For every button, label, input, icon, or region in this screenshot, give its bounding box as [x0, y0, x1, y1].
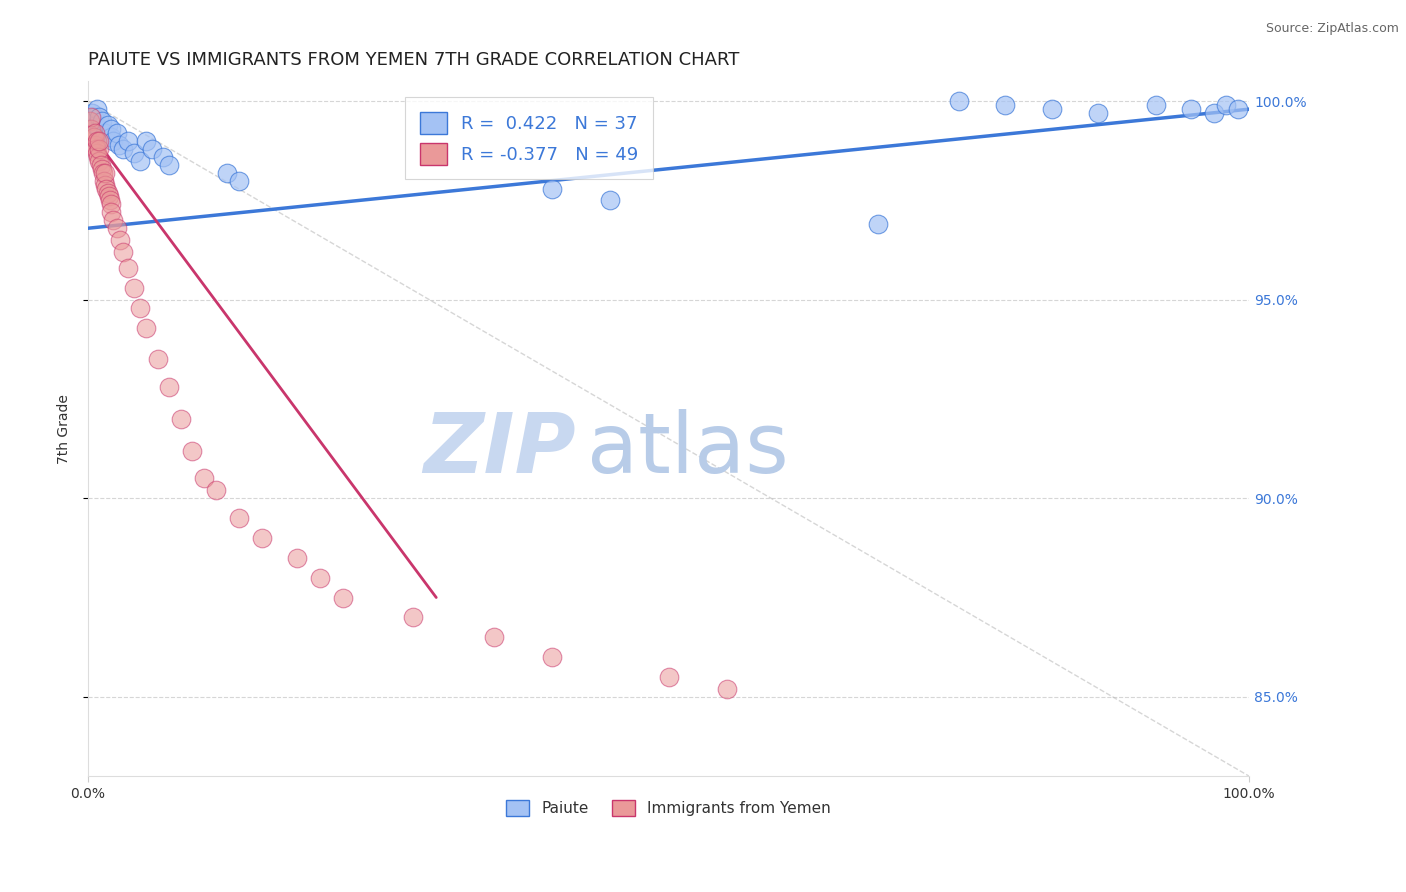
Point — [90, 158, 112, 172]
Point — [96, 181, 118, 195]
Point — [94, 166, 117, 180]
Point — [80, 110, 103, 124]
Point — [100, 122, 122, 136]
Point — [948, 94, 970, 108]
Point — [100, 205, 122, 219]
Point — [135, 134, 157, 148]
Point — [90, 114, 112, 128]
Legend: Paiute, Immigrants from Yemen: Paiute, Immigrants from Yemen — [499, 793, 838, 824]
Point — [181, 443, 204, 458]
Point — [204, 483, 226, 498]
Point — [129, 153, 152, 168]
Point — [250, 531, 273, 545]
Point — [84, 118, 107, 132]
Text: PAIUTE VS IMMIGRANTS FROM YEMEN 7TH GRADE CORRELATION CHART: PAIUTE VS IMMIGRANTS FROM YEMEN 7TH GRAD… — [87, 51, 740, 69]
Point — [111, 142, 134, 156]
Point — [108, 137, 131, 152]
Point — [285, 550, 308, 565]
Point — [103, 134, 125, 148]
Point — [94, 126, 117, 140]
Text: ZIP: ZIP — [423, 409, 575, 490]
Point — [83, 137, 105, 152]
Point — [84, 142, 107, 156]
Point — [93, 173, 115, 187]
Point — [866, 217, 889, 231]
Point — [105, 221, 128, 235]
Point — [141, 142, 163, 156]
Point — [91, 166, 114, 180]
Point — [1226, 102, 1249, 116]
Point — [80, 122, 103, 136]
Point — [309, 571, 332, 585]
Point — [97, 118, 120, 132]
Point — [484, 630, 506, 644]
Point — [1040, 102, 1063, 116]
Point — [117, 134, 139, 148]
Point — [98, 194, 121, 208]
Point — [135, 320, 157, 334]
Point — [83, 126, 105, 140]
Point — [90, 161, 112, 176]
Point — [170, 412, 193, 426]
Point — [82, 106, 104, 120]
Point — [1144, 98, 1167, 112]
Point — [1087, 106, 1109, 120]
Point — [100, 130, 122, 145]
Point — [541, 181, 564, 195]
Point — [97, 186, 120, 200]
Point — [193, 471, 215, 485]
Point — [1204, 106, 1226, 120]
Point — [94, 178, 117, 192]
Point — [111, 245, 134, 260]
Point — [86, 145, 108, 160]
Point — [124, 281, 146, 295]
Point — [657, 670, 679, 684]
Point — [89, 134, 111, 148]
Point — [89, 153, 111, 168]
Point — [402, 610, 425, 624]
Point — [87, 150, 110, 164]
Point — [83, 110, 105, 124]
Point — [97, 189, 120, 203]
Point — [157, 380, 180, 394]
Text: Source: ZipAtlas.com: Source: ZipAtlas.com — [1265, 22, 1399, 36]
Point — [716, 681, 738, 696]
Point — [83, 130, 105, 145]
Point — [541, 650, 564, 665]
Point — [599, 194, 621, 208]
Point — [89, 122, 111, 136]
Point — [89, 142, 111, 156]
Point — [105, 126, 128, 140]
Point — [129, 301, 152, 315]
Point — [86, 134, 108, 148]
Point — [152, 150, 174, 164]
Point — [89, 110, 111, 124]
Point — [994, 98, 1017, 112]
Point — [117, 260, 139, 275]
Point — [79, 114, 101, 128]
Point — [217, 166, 239, 180]
Text: atlas: atlas — [588, 409, 789, 490]
Point — [228, 511, 250, 525]
Point — [80, 114, 103, 128]
Point — [157, 158, 180, 172]
Y-axis label: 7th Grade: 7th Grade — [58, 394, 72, 464]
Point — [1215, 98, 1237, 112]
Point — [100, 197, 122, 211]
Point — [86, 102, 108, 116]
Point — [228, 173, 250, 187]
Point — [332, 591, 354, 605]
Point — [124, 145, 146, 160]
Point — [103, 213, 125, 227]
Point — [110, 233, 132, 247]
Point — [146, 352, 169, 367]
Point — [1180, 102, 1202, 116]
